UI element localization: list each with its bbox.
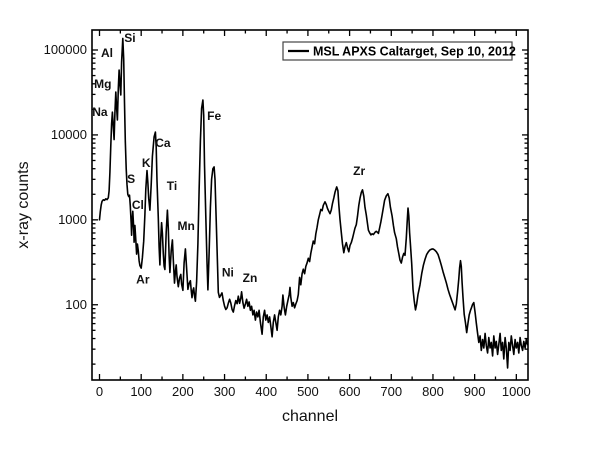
x-axis-title: channel	[282, 408, 338, 425]
element-label-mn: Mn	[178, 219, 195, 233]
element-label-ar: Ar	[136, 273, 150, 287]
element-label-cl: Cl	[132, 198, 144, 212]
x-tick-label: 900	[464, 384, 486, 399]
x-tick-label: 800	[422, 384, 444, 399]
legend-box	[282, 41, 513, 61]
x-tick-label: 100	[130, 384, 152, 399]
element-label-al: Al	[101, 46, 113, 60]
x-tick-label: 700	[380, 384, 402, 399]
element-label-ca: Ca	[155, 136, 171, 150]
x-tick-label: 0	[96, 384, 103, 399]
element-label-fe: Fe	[207, 109, 221, 123]
element-label-zr: Zr	[353, 164, 365, 178]
plot-frame	[91, 29, 529, 381]
legend-label: MSL APXS Caltarget, Sep 10, 2012	[313, 45, 516, 59]
y-tick-label: 1000	[58, 212, 87, 227]
element-labels: Na Mg Al Si S Cl Ar K Ca Ti Mn Fe Ni Zn Zr	[92, 31, 365, 287]
element-label-s: S	[127, 172, 135, 186]
element-label-zn: Zn	[243, 271, 258, 285]
x-tick-label: 400	[255, 384, 277, 399]
x-tick-label: 600	[339, 384, 361, 399]
element-label-si: Si	[124, 31, 135, 45]
element-label-k: K	[142, 156, 151, 170]
x-tick-label: 1000	[502, 384, 531, 399]
y-tick-label: 10000	[51, 127, 87, 142]
y-axis-title: x-ray counts	[15, 161, 32, 248]
x-tick-label: 300	[214, 384, 236, 399]
element-label-na: Na	[92, 105, 108, 119]
legend: MSL APXS Caltarget, Sep 10, 2012	[282, 41, 516, 61]
element-label-ni: Ni	[222, 266, 234, 280]
x-tick-label: 200	[172, 384, 194, 399]
spectrum-line	[98, 37, 529, 369]
y-tick-label: 100	[65, 297, 87, 312]
element-label-mg: Mg	[94, 77, 111, 91]
element-label-ti: Ti	[167, 179, 177, 193]
y-tick-label: 100000	[44, 42, 87, 57]
x-tick-label: 500	[297, 384, 319, 399]
